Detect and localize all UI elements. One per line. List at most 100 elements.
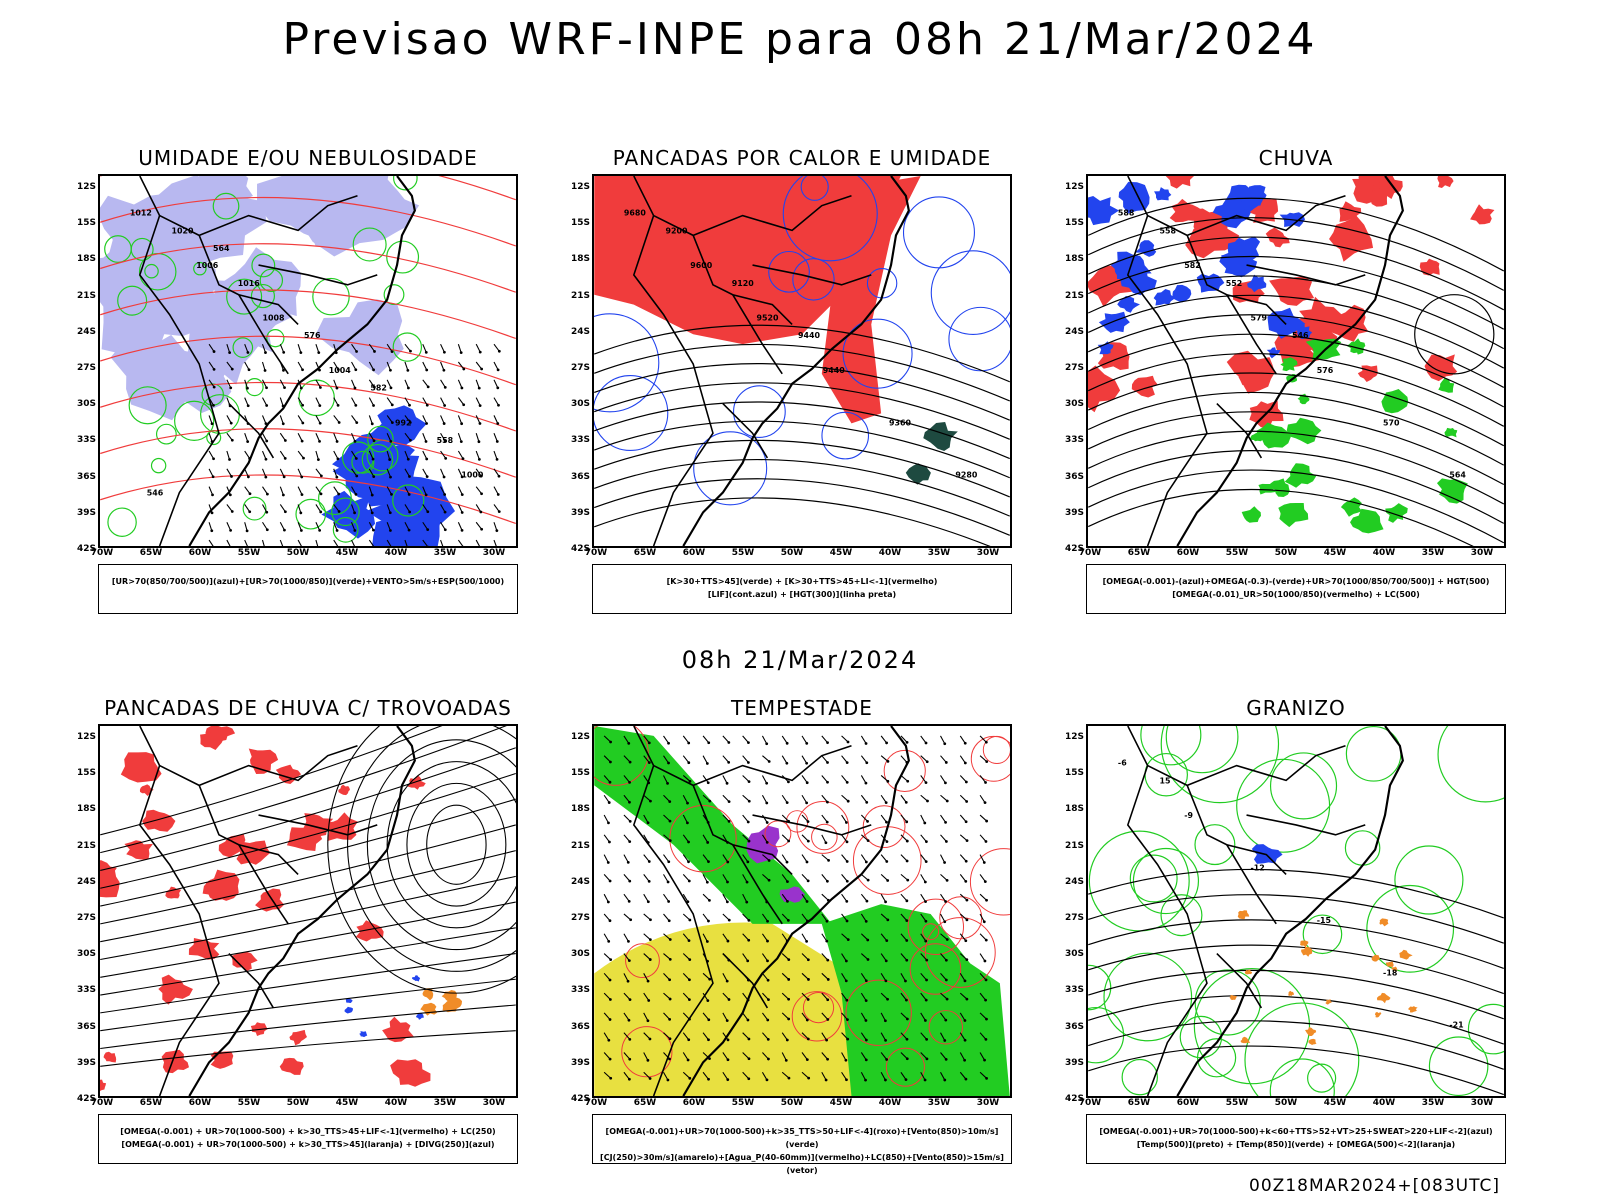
wind-vector bbox=[979, 755, 988, 763]
temp-850-contour bbox=[1302, 914, 1343, 955]
panel-title: GRANIZO bbox=[1246, 696, 1346, 720]
field-blob bbox=[142, 809, 176, 832]
field-blob bbox=[1196, 273, 1225, 293]
wind-vector bbox=[244, 468, 249, 478]
wind-vector-head bbox=[459, 440, 463, 444]
map-chuva[interactable]: 588 582 579 576 570 564 558 552 546 bbox=[1086, 174, 1506, 548]
streamline bbox=[100, 875, 516, 961]
wind-vector bbox=[279, 504, 286, 513]
panel-tempestade: TEMPESTADE 12S 15S 18S 21S 24S 27S 30S 33S 36S 39… bbox=[571, 696, 1012, 1175]
wind-vector-head bbox=[667, 761, 670, 765]
wind-vector bbox=[979, 1052, 986, 1061]
wind-vector bbox=[801, 755, 808, 764]
wind-vector bbox=[821, 854, 829, 861]
wind-vector-head bbox=[301, 403, 305, 407]
lon-tick: 65W bbox=[139, 1098, 163, 1108]
contour-label: 564 bbox=[1449, 471, 1466, 480]
wind-vector-head bbox=[246, 475, 250, 479]
wind-vector bbox=[762, 1032, 769, 1040]
wind-vector-head bbox=[707, 741, 711, 745]
wind-vector-head bbox=[746, 860, 750, 864]
field-blob bbox=[1385, 961, 1394, 967]
wind-vector-head bbox=[666, 782, 669, 785]
map-granizo[interactable]: -6 -9 -12 -15 -18 -21 15 bbox=[1086, 724, 1506, 1098]
wind-vector-head bbox=[864, 979, 868, 983]
humidity-contour bbox=[393, 176, 418, 191]
wind-vector bbox=[821, 794, 828, 803]
wind-vector-head bbox=[668, 1037, 672, 1041]
wind-vector bbox=[226, 539, 231, 546]
wind-vector-head bbox=[805, 860, 809, 864]
field-blob bbox=[1088, 195, 1120, 226]
wind-vector-head bbox=[708, 799, 712, 803]
wind-vector-head bbox=[299, 511, 303, 515]
wind-vector bbox=[959, 1071, 967, 1080]
wind-vector bbox=[643, 834, 649, 843]
wind-vector-head bbox=[372, 475, 376, 478]
wind-vector-head bbox=[389, 386, 393, 390]
wind-vector-head bbox=[983, 880, 987, 883]
map-pancadas-calor[interactable]: 9680 9600 9520 9440 9360 9280 9200 9120 9440 bbox=[592, 174, 1012, 548]
field-blob bbox=[1301, 946, 1313, 957]
wind-vector bbox=[722, 973, 728, 982]
wind-vector bbox=[841, 874, 848, 882]
lat-tick: 18S bbox=[1064, 804, 1084, 815]
lat-tick: 15S bbox=[1064, 768, 1084, 779]
wind-vector bbox=[920, 814, 926, 824]
temp-850-contour bbox=[1165, 726, 1239, 774]
border-line bbox=[722, 402, 769, 459]
map-trovoadas[interactable] bbox=[98, 724, 518, 1098]
lat-tick: 39S bbox=[76, 1057, 96, 1068]
lat-tick: 12S bbox=[1064, 732, 1084, 742]
lat-axis: 12S 15S 18S 21S 24S 27S 30S 33S 36S 39S 42S bbox=[1056, 724, 1084, 1104]
wind-vector bbox=[781, 1012, 790, 1020]
wind-vector bbox=[860, 755, 868, 764]
wind-vector bbox=[440, 361, 445, 371]
wind-vector bbox=[742, 1071, 750, 1080]
contour-label: 564 bbox=[213, 244, 230, 253]
map-umidade[interactable]: 1012 1006 1008 1004 992 1000 1020 1016 576 582 558… bbox=[98, 174, 518, 548]
water-content-contour bbox=[969, 848, 1010, 916]
wind-vector bbox=[643, 854, 650, 862]
wind-vector bbox=[603, 775, 611, 783]
field-blob bbox=[1247, 185, 1267, 206]
lat-tick: 39S bbox=[570, 507, 590, 518]
wind-vector-head bbox=[964, 1077, 968, 1081]
lifted-index-contour bbox=[842, 318, 913, 389]
wind-vector bbox=[663, 874, 669, 883]
temp-850-contour bbox=[1244, 1002, 1360, 1096]
wind-vector bbox=[682, 775, 691, 782]
wind-vector bbox=[422, 504, 429, 513]
streamline bbox=[100, 824, 516, 925]
wind-vector-head bbox=[765, 742, 769, 746]
wind-vector-head bbox=[649, 918, 652, 922]
contour-label: -21 bbox=[1449, 1021, 1463, 1030]
wind-vector bbox=[386, 450, 391, 460]
wind-vector bbox=[368, 468, 375, 477]
wind-vector-head bbox=[300, 439, 304, 443]
streamline bbox=[100, 927, 516, 996]
wind-vector bbox=[386, 432, 392, 442]
contour-label: 546 bbox=[147, 489, 164, 498]
wind-vector bbox=[208, 522, 213, 531]
wind-vector-head bbox=[746, 1018, 750, 1022]
wind-vector bbox=[781, 854, 788, 863]
wind-vector bbox=[722, 814, 730, 822]
wind-vector bbox=[603, 874, 611, 882]
wind-vector-head bbox=[944, 820, 947, 824]
wind-vector bbox=[682, 834, 689, 843]
map-tempestade[interactable] bbox=[592, 724, 1012, 1098]
field-blob bbox=[365, 475, 456, 546]
wind-vector bbox=[440, 397, 446, 406]
streamline bbox=[100, 978, 516, 1032]
lat-tick: 21S bbox=[76, 840, 96, 851]
wind-vector-head bbox=[747, 918, 751, 922]
wind-vector-head bbox=[885, 741, 888, 745]
height-isoline bbox=[594, 420, 1010, 479]
field-blob bbox=[923, 421, 958, 452]
wind-vector-head bbox=[826, 978, 830, 981]
field-blob bbox=[286, 827, 323, 851]
lon-tick: 45W bbox=[1323, 1098, 1347, 1108]
convective-area bbox=[594, 176, 901, 345]
wind-vector bbox=[440, 415, 445, 424]
